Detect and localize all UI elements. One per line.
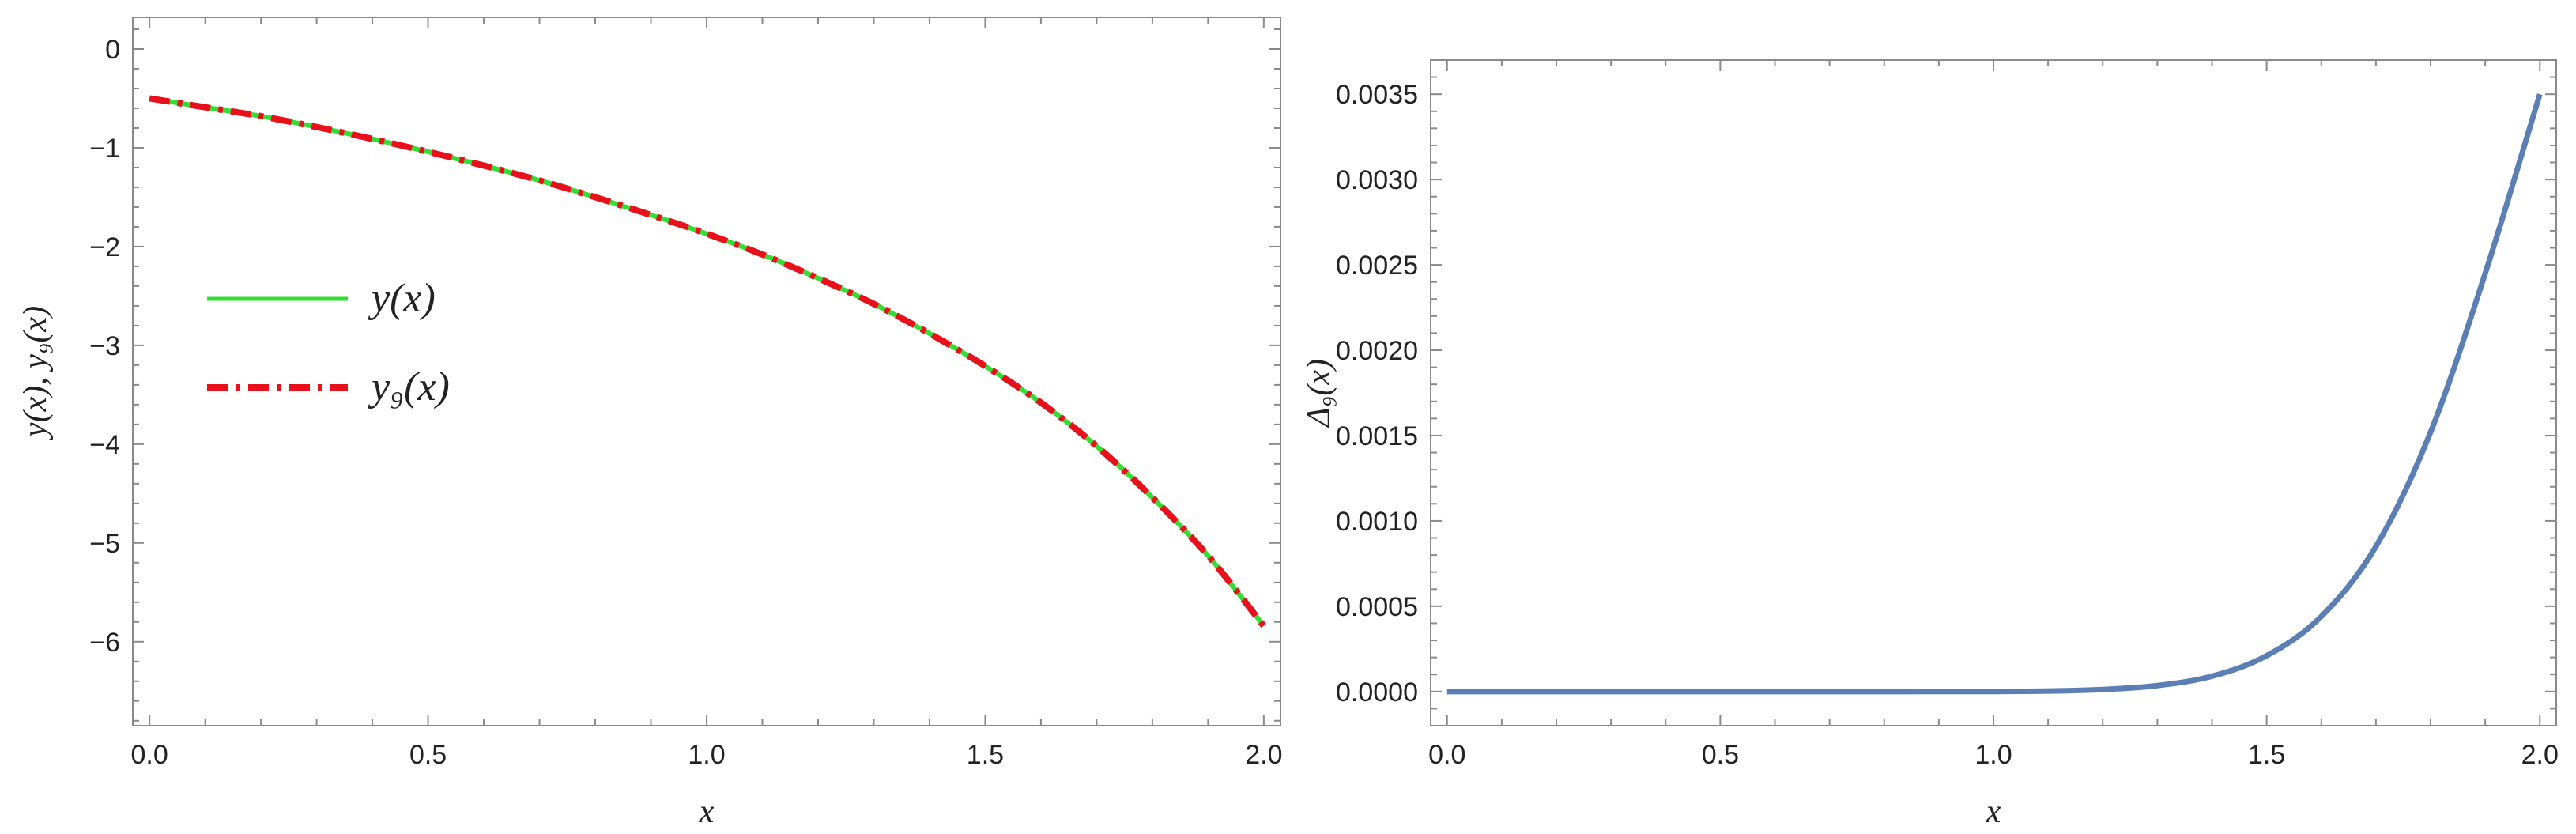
y-tick-label: 0.0010: [1336, 507, 1418, 537]
y-tick-label: −1: [89, 134, 120, 164]
legend-label: y₉(x): [368, 364, 450, 409]
y-tick-label: 0.0005: [1336, 592, 1418, 622]
right-ticks: 0.0 0.5 1.0 1.5 2.0 0.0000 0.0005 0.0010 0.0015 0…: [1336, 59, 2559, 770]
y-tick-label: 0.0020: [1336, 336, 1418, 366]
x-tick-label: 1.5: [2248, 740, 2285, 770]
legend-label: y(x): [368, 276, 436, 321]
right-chart: 0.0 0.5 1.0 1.5 2.0 0.0000 0.0005 0.0010 0.0015 0…: [1301, 59, 2559, 830]
y-tick-label: −2: [89, 232, 120, 262]
left-series-group: [149, 95, 1266, 628]
right-x-axis-label: x: [1986, 794, 2001, 830]
x-tick-label: 1.0: [1974, 740, 2012, 770]
x-tick-label: 2.0: [1245, 740, 1282, 770]
series-line-1: [149, 96, 1266, 628]
y-tick-label: 0.0035: [1336, 80, 1418, 110]
left-y-axis-label: y(x), y₉(x): [17, 306, 54, 440]
left-x-axis-label: x: [699, 794, 715, 830]
y-tick-label: 0.0030: [1336, 165, 1418, 195]
y-tick-label: −6: [89, 628, 120, 658]
y-tick-label: 0.0025: [1336, 251, 1418, 281]
y-tick-label: 0.0015: [1336, 421, 1418, 451]
y-tick-label: 0: [105, 35, 120, 65]
x-tick-label: 2.0: [2521, 740, 2559, 770]
x-tick-label: 0.0: [1428, 740, 1465, 770]
x-tick-label: 0.0: [131, 740, 168, 770]
y-tick-label: −3: [89, 331, 120, 361]
left-ticks: 0.0 0.5 1.0 1.5 2.0 0 −1 −2 −3 −4 −5 −6: [89, 17, 1282, 770]
y-tick-label: 0.0000: [1336, 677, 1418, 708]
y-tick-label: −4: [89, 430, 120, 460]
x-tick-label: 0.5: [409, 740, 447, 770]
x-tick-label: 1.5: [967, 740, 1004, 770]
right-plot-frame: [1430, 59, 2557, 726]
series-line-2: [149, 95, 1266, 628]
left-chart: 0.0 0.5 1.0 1.5 2.0 0 −1 −2 −3 −4 −5 −6 y(x) y₉(x) x…: [17, 17, 1282, 830]
x-tick-label: 1.0: [688, 740, 725, 770]
left-legend: y(x) y₉(x): [207, 276, 450, 409]
y-tick-label: −5: [89, 529, 120, 559]
right-series-group: [1446, 93, 2543, 695]
x-tick-label: 0.5: [1702, 740, 1739, 770]
right-y-axis-label: Δ₉(x): [1301, 359, 1337, 428]
series-line-1: [1446, 93, 2543, 695]
